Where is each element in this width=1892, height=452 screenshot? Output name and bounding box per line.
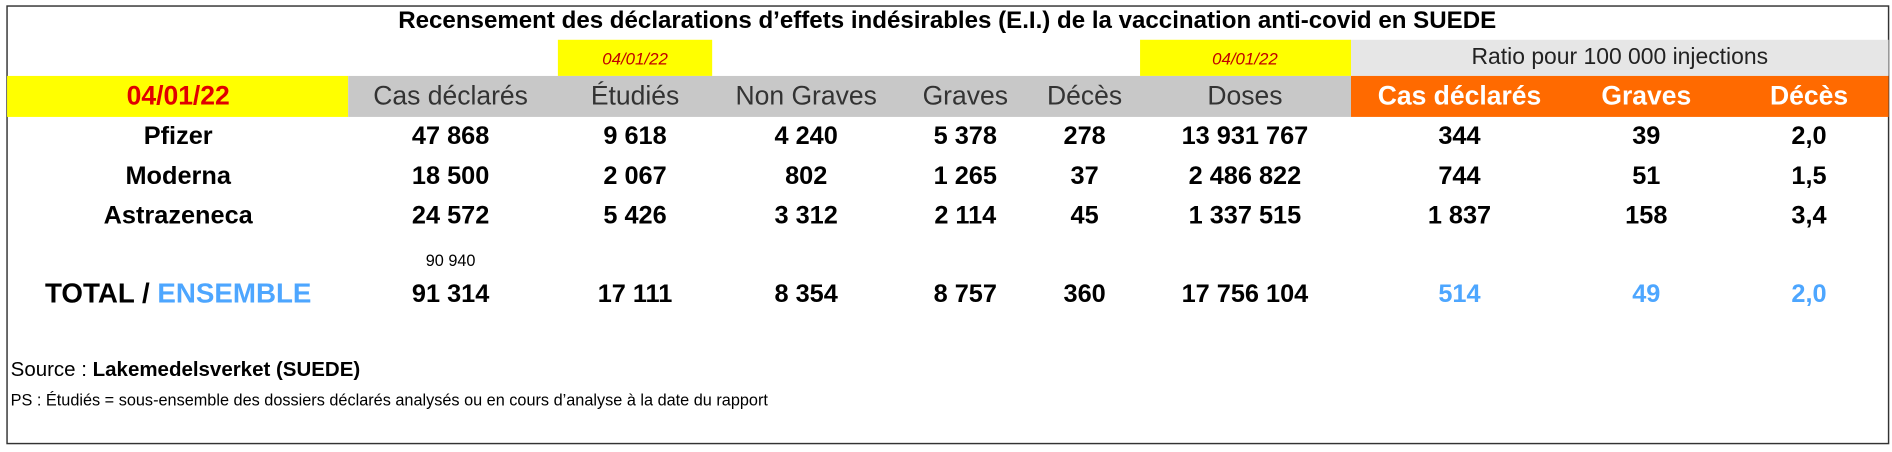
date-label: 04/01/22 <box>1212 50 1278 69</box>
header-cell: Non Graves <box>735 81 876 111</box>
cell: 37 <box>1071 162 1099 190</box>
header-cell: Graves <box>1601 81 1691 111</box>
total-cell: 2,0 <box>1791 280 1826 308</box>
total-cell: 8 757 <box>934 280 997 308</box>
ps-note: PS : Étudiés = sous-ensemble des dossier… <box>11 391 769 410</box>
cell: 13 931 767 <box>1182 122 1309 150</box>
total-cell: 360 <box>1064 280 1106 308</box>
cell: 24 572 <box>412 202 489 230</box>
header-cell: Graves <box>923 81 1008 111</box>
total-label: TOTAL / ENSEMBLE <box>45 278 311 309</box>
cell: 39 <box>1632 122 1660 150</box>
cell: 45 <box>1071 202 1099 230</box>
cell: 2 114 <box>934 202 996 230</box>
cell: 278 <box>1064 122 1106 150</box>
header-cell: Étudiés <box>591 81 679 111</box>
total-cell: 91 314 <box>412 280 489 308</box>
cell: 344 <box>1438 122 1480 150</box>
cell: 18 500 <box>412 162 489 190</box>
row-label: Pfizer <box>144 122 213 150</box>
header-orange <box>1350 75 1889 117</box>
total-cell: 8 354 <box>775 280 838 308</box>
cell: 3 312 <box>775 202 838 230</box>
cell: 3,4 <box>1791 202 1826 230</box>
header-cell: Cas déclarés <box>1378 81 1542 111</box>
cell: 51 <box>1632 162 1660 190</box>
date-cell <box>557 39 713 76</box>
cell: 5 426 <box>603 202 666 230</box>
cell: 1,5 <box>1791 162 1826 190</box>
cell: 2 067 <box>603 162 666 190</box>
cell: 158 <box>1625 202 1667 230</box>
cell: 802 <box>785 162 827 190</box>
header-cell: Cas déclarés <box>373 81 528 111</box>
total-cell: 514 <box>1438 280 1480 308</box>
cell: 744 <box>1438 162 1480 190</box>
cell: 5 378 <box>934 122 997 150</box>
header-cell: Doses <box>1207 81 1282 111</box>
source: Source : Lakemedelsverket (SUEDE) <box>11 359 361 382</box>
cell: 1 265 <box>934 162 997 190</box>
date-label: 04/01/22 <box>602 50 668 69</box>
header-gray <box>348 75 1351 117</box>
total-cell: 17 111 <box>598 280 673 308</box>
header-cell: 04/01/22 <box>127 81 230 111</box>
cell: 1 337 515 <box>1189 202 1302 230</box>
total-cell: 17 756 104 <box>1182 280 1309 308</box>
cell: 4 240 <box>775 122 838 150</box>
cell: 2 486 822 <box>1189 162 1302 190</box>
total-label-part: ENSEMBLE <box>157 278 311 309</box>
total-note: 90 940 <box>426 252 476 270</box>
date-cell <box>1140 39 1351 76</box>
cell: 9 618 <box>603 122 666 150</box>
ratio-header-cell <box>1350 39 1889 76</box>
ratio-header: Ratio pour 100 000 injections <box>1472 43 1769 69</box>
cell: 2,0 <box>1791 122 1826 150</box>
title: Recensement des déclarations d’effets in… <box>398 7 1496 34</box>
row-label: Astrazeneca <box>104 202 254 230</box>
header-cell: Décès <box>1047 81 1122 111</box>
header-cell: Décès <box>1770 81 1848 111</box>
cell: 47 868 <box>412 122 489 150</box>
cell: 1 837 <box>1428 202 1491 230</box>
total-cell: 49 <box>1632 280 1660 308</box>
row-label: Moderna <box>125 162 231 190</box>
header-date-cell <box>7 75 349 117</box>
source-name: Lakemedelsverket (SUEDE) <box>93 359 361 382</box>
source-prefix: Source : <box>11 359 93 382</box>
total-label-part: TOTAL / <box>45 278 157 309</box>
